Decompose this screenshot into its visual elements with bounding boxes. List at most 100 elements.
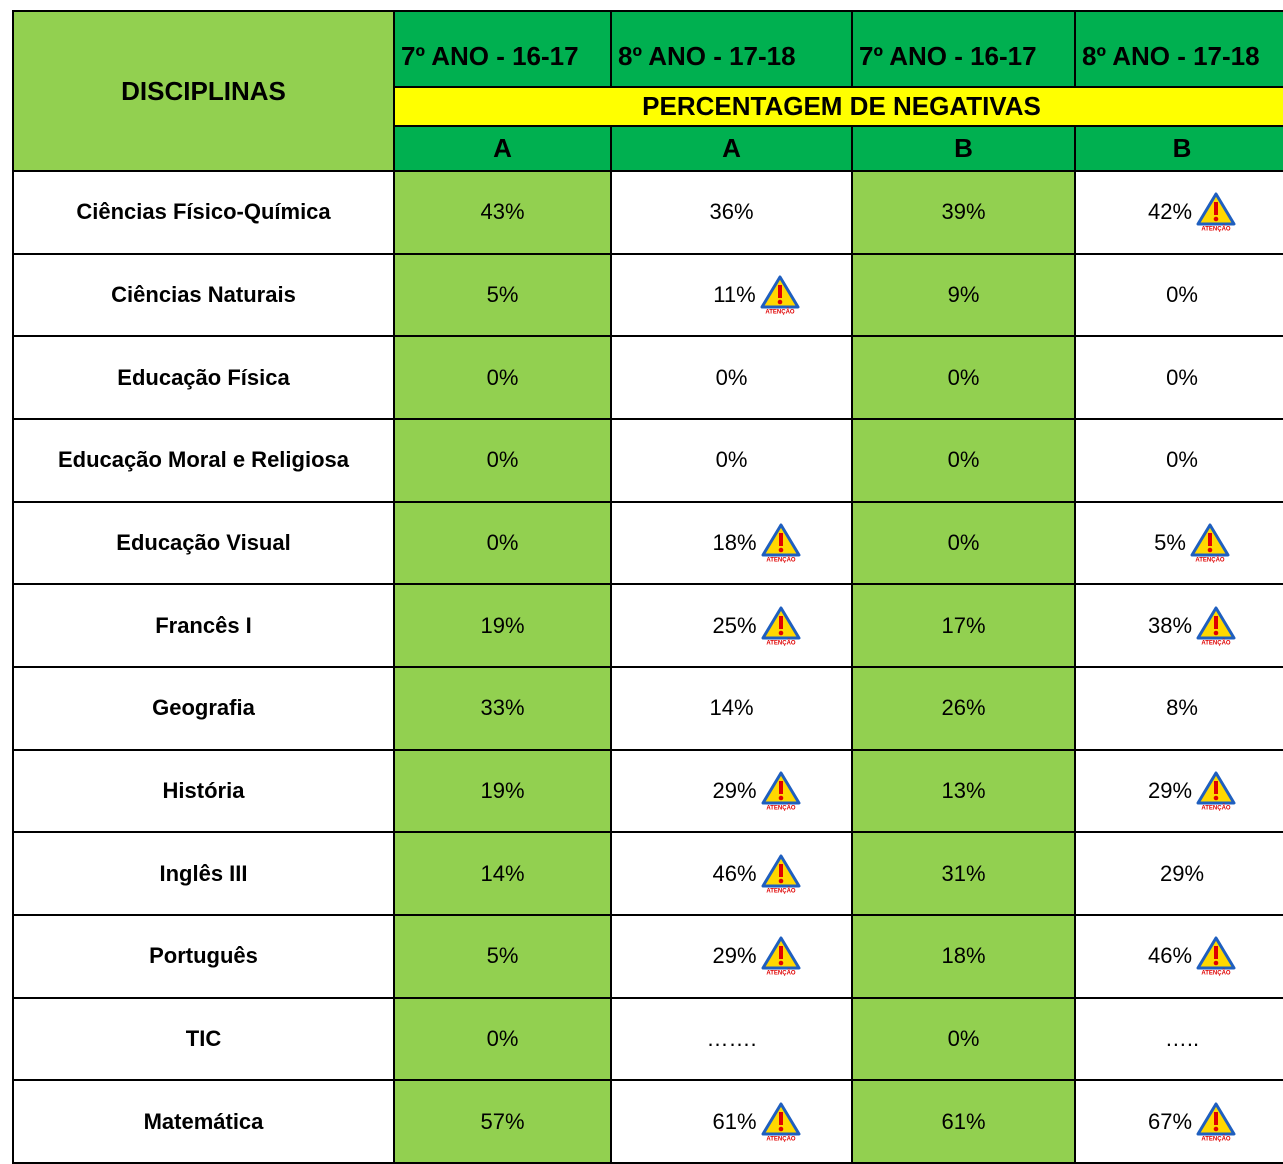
value-cell: 0% bbox=[1076, 254, 1283, 338]
subject-cell: Ciências Naturais bbox=[12, 254, 395, 338]
value-cell: 43% bbox=[395, 172, 612, 255]
value-cell: 29% ATENÇÃO bbox=[612, 916, 853, 999]
subject-cell: Educação Física bbox=[12, 337, 395, 420]
alert-bang bbox=[778, 1111, 783, 1125]
value-label: 29% bbox=[1147, 777, 1193, 803]
value-label: 17% bbox=[941, 612, 986, 638]
alert-dot bbox=[1213, 795, 1219, 801]
value-label: 0% bbox=[486, 364, 519, 390]
alert-icon: ATENÇÃO bbox=[760, 275, 800, 315]
alert-bang bbox=[1214, 946, 1219, 960]
value-cell: 17% bbox=[853, 585, 1076, 668]
alert-bang bbox=[778, 615, 783, 629]
value-cell: 36% bbox=[612, 172, 853, 255]
alert-icon: ATENÇÃO bbox=[1196, 936, 1236, 976]
band-label: PERCENTAGEM DE NEGATIVAS bbox=[642, 91, 1041, 121]
value-label: 18% bbox=[941, 943, 986, 969]
value-cell: 13% bbox=[853, 750, 1076, 834]
value-label: 25% bbox=[712, 612, 757, 638]
alert-label: ATENÇÃO bbox=[765, 308, 795, 315]
value-label: 14% bbox=[709, 695, 754, 721]
value-cell: ……. bbox=[612, 998, 853, 1082]
value-cell: 14% bbox=[612, 668, 853, 751]
value-cell: 39% bbox=[853, 172, 1076, 255]
alert-icon: ATENÇÃO bbox=[761, 771, 801, 811]
value-cell: 9% bbox=[853, 254, 1076, 338]
value-label: 0% bbox=[1166, 364, 1198, 390]
alert-icon: ATENÇÃO bbox=[1196, 192, 1236, 232]
value-cell: 0% bbox=[1076, 337, 1283, 420]
class-header: A bbox=[395, 127, 612, 172]
alert-icon: ATENÇÃO bbox=[761, 854, 801, 894]
value-label: 18% bbox=[712, 529, 757, 555]
alert-dot bbox=[778, 878, 783, 883]
year-label: 8º ANO - 17-18 bbox=[1082, 41, 1260, 71]
alert-label: ATENÇÃO bbox=[1201, 226, 1231, 233]
subject-cell: Matemática bbox=[12, 1081, 395, 1164]
value-label: 43% bbox=[480, 199, 525, 225]
value-label: 13% bbox=[941, 777, 986, 803]
value-label: 33% bbox=[480, 695, 525, 721]
subject-label: Ciências Físico-Química bbox=[76, 199, 331, 225]
alert-icon: ATENÇÃO bbox=[761, 1102, 801, 1142]
value-label: 19% bbox=[480, 612, 525, 638]
subject-label: Educação Física bbox=[117, 364, 290, 390]
value-cell: 33% bbox=[395, 668, 612, 751]
value-cell: 0% bbox=[853, 420, 1076, 503]
value-label: 0% bbox=[486, 529, 519, 555]
alert-label: ATENÇÃO bbox=[1195, 556, 1225, 563]
value-cell: 18% bbox=[853, 916, 1076, 999]
value-cell: 0% bbox=[853, 998, 1076, 1082]
value-cell: 0% bbox=[395, 998, 612, 1082]
value-cell: 61% ATENÇÃO bbox=[612, 1081, 853, 1164]
alert-bang bbox=[1214, 615, 1219, 629]
value-label: 11% bbox=[713, 281, 756, 307]
subject-cell: TIC bbox=[12, 998, 395, 1082]
alert-label: ATENÇÃO bbox=[1201, 804, 1231, 811]
value-cell: 0% bbox=[612, 337, 853, 420]
corner-label: DISCIPLINAS bbox=[121, 75, 286, 106]
subject-label: Ciências Naturais bbox=[111, 281, 296, 307]
subject-label: Educação Moral e Religiosa bbox=[58, 447, 349, 473]
value-label: 46% bbox=[1147, 943, 1193, 969]
value-cell: 46% ATENÇÃO bbox=[1076, 916, 1283, 999]
value-label: 38% bbox=[1147, 612, 1193, 638]
alert-bang bbox=[1207, 532, 1212, 546]
value-cell: 61% bbox=[853, 1081, 1076, 1164]
value-cell: 0% bbox=[395, 420, 612, 503]
subject-label: Inglês III bbox=[159, 860, 248, 886]
subject-cell: Português bbox=[12, 916, 395, 999]
value-cell: 11% ATENÇÃO bbox=[612, 254, 853, 338]
value-cell: 57% bbox=[395, 1081, 612, 1164]
alert-icon: ATENÇÃO bbox=[1190, 523, 1230, 563]
class-header: B bbox=[853, 127, 1076, 172]
value-cell: 38% ATENÇÃO bbox=[1076, 585, 1283, 668]
value-cell: 0% bbox=[1076, 420, 1283, 503]
value-cell: 67% ATENÇÃO bbox=[1076, 1081, 1283, 1164]
value-cell: ….. bbox=[1076, 998, 1283, 1082]
alert-icon: ATENÇÃO bbox=[1196, 606, 1236, 646]
value-cell: 0% bbox=[853, 502, 1076, 586]
value-label: 26% bbox=[941, 695, 986, 721]
alert-bang bbox=[1214, 1111, 1219, 1125]
value-cell: 0% bbox=[395, 502, 612, 586]
value-label: 19% bbox=[480, 777, 525, 803]
value-label: 0% bbox=[947, 1025, 980, 1051]
alert-bang bbox=[778, 946, 783, 960]
value-label: ….. bbox=[1164, 1025, 1200, 1051]
value-cell: 18% ATENÇÃO bbox=[612, 502, 853, 586]
value-cell: 26% bbox=[853, 668, 1076, 751]
year-label: 7º ANO - 16-17 bbox=[401, 41, 579, 71]
value-label: 61% bbox=[712, 1108, 757, 1134]
value-cell: 8% bbox=[1076, 668, 1283, 751]
class-label: B bbox=[1172, 133, 1192, 163]
value-cell: 0% bbox=[612, 420, 853, 503]
value-label: 9% bbox=[947, 281, 980, 307]
value-cell: 25% ATENÇÃO bbox=[612, 585, 853, 668]
class-label: B bbox=[954, 133, 973, 163]
value-label: 29% bbox=[1159, 860, 1205, 886]
value-label: 0% bbox=[947, 529, 980, 555]
value-cell: 31% bbox=[853, 833, 1076, 916]
alert-label: ATENÇÃO bbox=[766, 556, 796, 563]
